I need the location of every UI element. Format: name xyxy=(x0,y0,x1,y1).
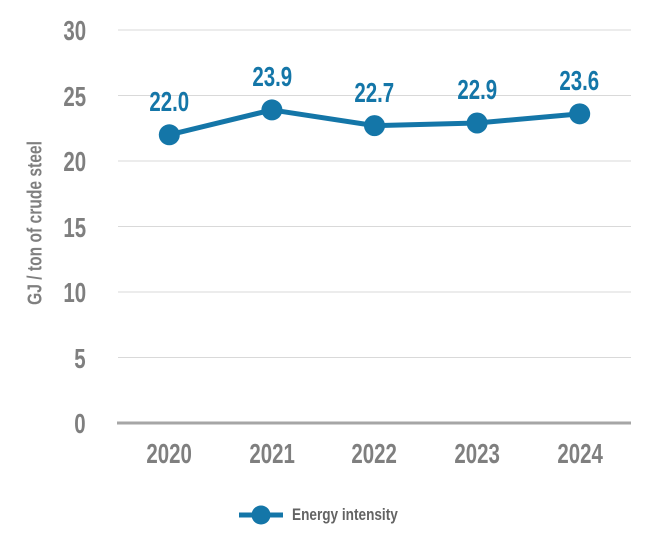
x-tick-label: 2020 xyxy=(117,440,221,468)
x-tick-text: 2020 xyxy=(146,438,193,469)
x-tick-label: 2022 xyxy=(323,440,427,468)
data-label-text: 22.9 xyxy=(457,74,497,105)
y-tick-label: 25 xyxy=(26,80,86,112)
x-tick-text: 2023 xyxy=(454,438,500,469)
data-label: 23.6 xyxy=(535,64,625,96)
data-point-marker xyxy=(158,124,180,146)
data-label: 22.0 xyxy=(124,85,214,117)
x-tick-text: 2021 xyxy=(249,438,295,469)
y-tick-label: 10 xyxy=(26,279,86,307)
y-tick-text: 5 xyxy=(74,342,86,374)
legend: Energy intensity xyxy=(0,501,662,529)
data-label: 22.9 xyxy=(432,75,522,105)
x-tick-text: 2022 xyxy=(351,438,398,469)
y-tick-label: 20 xyxy=(26,148,86,176)
y-tick-text: 25 xyxy=(63,80,86,112)
legend-label: Energy intensity xyxy=(291,505,398,524)
data-label-text: 23.9 xyxy=(251,60,292,92)
data-point-marker xyxy=(466,112,488,134)
data-point-marker xyxy=(569,103,591,125)
data-label-text: 22.0 xyxy=(149,85,190,117)
data-point-marker xyxy=(261,99,283,121)
y-tick-text: 15 xyxy=(63,211,86,243)
y-tick-label: 5 xyxy=(26,342,86,374)
y-tick-text: 10 xyxy=(63,277,86,308)
x-tick-label: 2024 xyxy=(528,440,632,468)
y-tick-label: 30 xyxy=(26,17,86,45)
data-label: 23.9 xyxy=(227,60,317,92)
data-point-marker xyxy=(364,115,385,137)
data-label-text: 22.7 xyxy=(354,76,395,108)
legend-line-marker-icon xyxy=(238,505,283,525)
y-tick-label: 0 xyxy=(26,410,86,438)
data-label: 22.7 xyxy=(330,76,420,108)
y-tick-text: 30 xyxy=(63,15,86,46)
y-tick-text: 0 xyxy=(74,408,86,439)
y-tick-label: 15 xyxy=(26,211,86,243)
data-label-text: 23.6 xyxy=(559,64,600,96)
x-tick-label: 2021 xyxy=(220,440,324,468)
y-tick-text: 20 xyxy=(63,146,86,177)
x-tick-label: 2023 xyxy=(425,440,529,468)
x-tick-text: 2024 xyxy=(556,438,603,469)
